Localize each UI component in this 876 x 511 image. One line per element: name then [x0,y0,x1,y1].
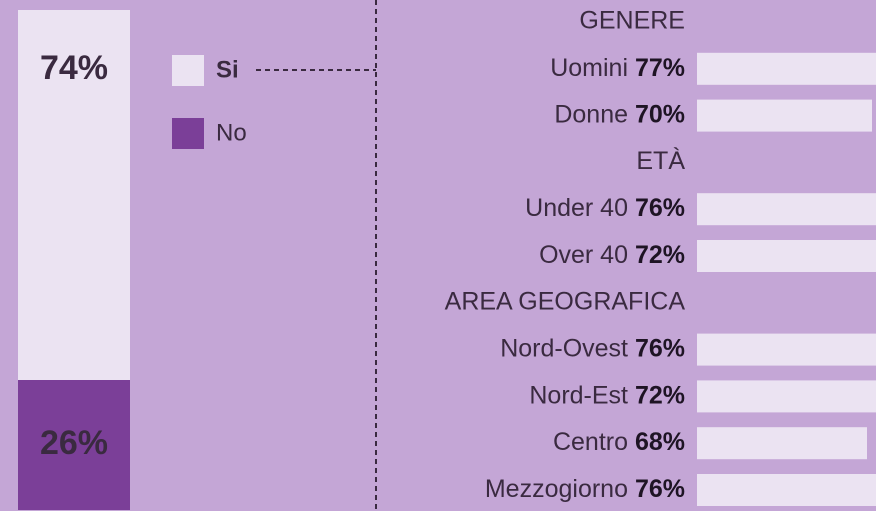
category-label: Nord-Ovest [500,334,628,362]
stack-segment [18,10,130,380]
row-label: Nord-Est 72% [529,381,685,409]
bar [697,52,876,85]
segment-label: 74% [40,49,108,87]
legend-label: Si [216,56,239,83]
category-label: Donne [554,100,628,128]
category-label: Under 40 [525,194,628,222]
stack-segment [18,380,130,510]
group-title: ETÀ [636,146,685,175]
value-label: 76% [635,194,685,222]
row-label: Uomini 77% [550,53,685,81]
group-title: AREA GEOGRAFICA [445,287,686,315]
bar [697,193,876,226]
category-label: Over 40 [539,241,628,269]
legend-swatch [172,55,204,86]
category-label: Mezzogiorno [485,475,628,503]
value-label: 72% [635,241,685,269]
value-label: 76% [635,475,685,503]
category-label: Centro [553,428,628,456]
bar [697,240,876,272]
row-label: Under 40 76% [525,194,685,222]
bar [697,380,876,413]
bar [697,333,876,366]
category-label: Uomini [550,53,628,81]
legend-swatch [172,118,204,149]
row-label: Donne 70% [554,100,685,128]
row-label: Nord-Ovest 76% [500,334,685,362]
value-label: 77% [635,53,685,81]
row-label: Centro 68% [553,428,685,456]
category-label: Nord-Est [529,381,628,409]
bar [697,99,872,132]
bar [697,474,876,506]
value-label: 70% [635,100,685,128]
segment-label: 26% [40,424,108,462]
value-label: 76% [635,334,685,362]
value-label: 68% [635,428,685,456]
row-label: Mezzogiorno 76% [485,475,685,503]
value-label: 72% [635,381,685,409]
group-title: GENERE [579,7,685,35]
bar [697,427,867,460]
row-label: Over 40 72% [539,241,685,269]
legend-label: No [216,119,247,146]
